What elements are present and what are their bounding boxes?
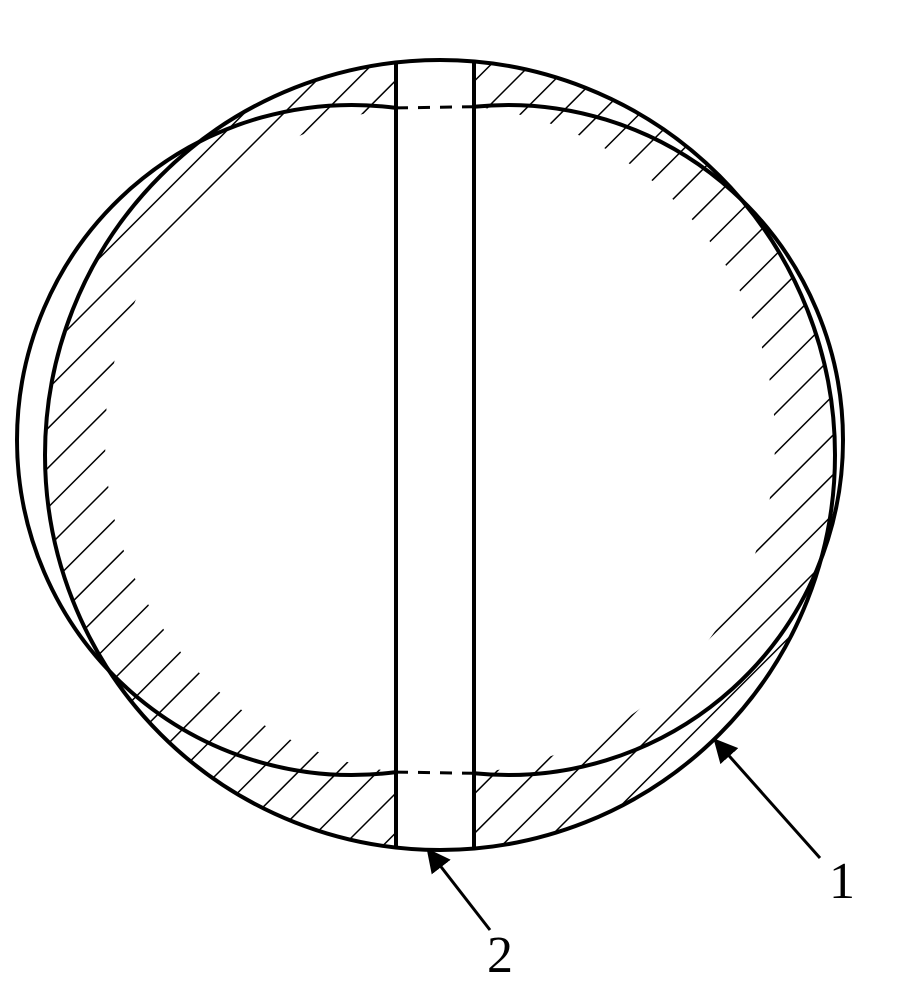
callout-label-2: 2 xyxy=(487,927,513,984)
annulus-cross-section-diagram: 12 xyxy=(0,0,903,997)
annulus-hatched-region xyxy=(0,0,903,997)
callout-label-1: 1 xyxy=(829,853,855,910)
